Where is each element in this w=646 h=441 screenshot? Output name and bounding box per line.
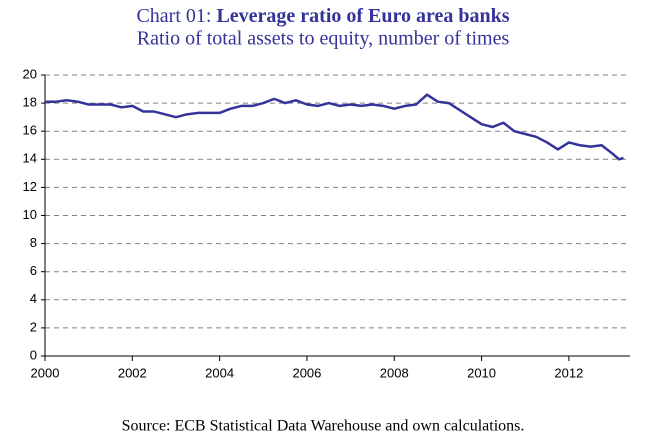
y-tick-label: 18 xyxy=(23,95,37,110)
y-tick-label: 4 xyxy=(30,291,37,306)
x-tick-label: 2002 xyxy=(118,365,147,380)
y-tick-label: 10 xyxy=(23,207,37,222)
y-tick-label: 20 xyxy=(23,66,37,81)
title-text: Leverage ratio of Euro area banks xyxy=(216,5,509,27)
y-tick-label: 2 xyxy=(30,319,37,334)
y-tick-label: 6 xyxy=(30,263,37,278)
y-tick-label: 0 xyxy=(30,347,37,362)
y-tick-label: 14 xyxy=(23,151,37,166)
y-tick-label: 16 xyxy=(23,123,37,138)
y-tick-label: 12 xyxy=(23,179,37,194)
x-tick-label: 2010 xyxy=(467,365,496,380)
data-line xyxy=(45,93,624,161)
title-label: Chart 01: xyxy=(136,5,211,27)
chart-title: Chart 01: Leverage ratio of Euro area ba… xyxy=(136,5,509,27)
source-note: Source: ECB Statistical Data Warehouse a… xyxy=(122,418,525,435)
y-tick-label: 8 xyxy=(30,235,37,250)
x-tick-label: 2004 xyxy=(205,365,234,380)
chart-subtitle: Ratio of total assets to equity, number … xyxy=(137,28,510,50)
x-tick-label: 2000 xyxy=(31,365,60,380)
x-tick-label: 2008 xyxy=(380,365,409,380)
x-tick-label: 2006 xyxy=(292,365,321,380)
x-tick-label: 2012 xyxy=(554,365,583,380)
